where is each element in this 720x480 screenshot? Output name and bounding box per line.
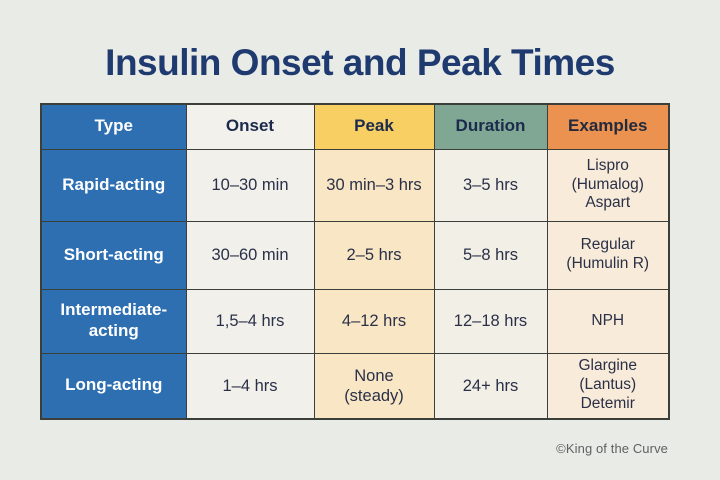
header-examples: Examples — [546, 103, 670, 150]
table-row-rapid-acting: Rapid-acting 10–30 min 30 min–3 hrs 3–5 … — [40, 148, 670, 222]
row-label-short-acting: Short-acting — [40, 220, 187, 290]
cell-rapid-onset: 10–30 min — [185, 148, 315, 222]
page-title: Insulin Onset and Peak Times — [105, 42, 615, 83]
cell-short-examples: Regular (Humulin R) — [546, 220, 670, 290]
cell-short-peak: 2–5 hrs — [313, 220, 435, 290]
cell-intermediate-peak: 4–12 hrs — [313, 288, 435, 354]
cell-intermediate-duration: 12–18 hrs — [433, 288, 548, 354]
header-onset: Onset — [185, 103, 315, 150]
cell-rapid-peak: 30 min–3 hrs — [313, 148, 435, 222]
header-duration: Duration — [433, 103, 548, 150]
cell-long-peak: None (steady) — [313, 352, 435, 420]
row-label-rapid-acting: Rapid-acting — [40, 148, 187, 222]
cell-long-duration: 24+ hrs — [433, 352, 548, 420]
cell-rapid-duration: 3–5 hrs — [433, 148, 548, 222]
table-row-long-acting: Long-acting 1–4 hrs None (steady) 24+ hr… — [40, 352, 670, 420]
row-label-intermediate-acting: Intermediate- acting — [40, 288, 187, 354]
table-row-short-acting: Short-acting 30–60 min 2–5 hrs 5–8 hrs R… — [40, 220, 670, 290]
cell-long-onset: 1–4 hrs — [185, 352, 315, 420]
table-row-intermediate-acting: Intermediate- acting 1,5–4 hrs 4–12 hrs … — [40, 288, 670, 354]
table-header-row: Type Onset Peak Duration Examples — [40, 103, 670, 150]
copyright-credit: ©King of the Curve — [556, 441, 668, 456]
header-peak: Peak — [313, 103, 435, 150]
cell-intermediate-onset: 1,5–4 hrs — [185, 288, 315, 354]
cell-long-examples: Glargine (Lantus) Detemir — [546, 352, 670, 420]
row-label-long-acting: Long-acting — [40, 352, 187, 420]
cell-short-onset: 30–60 min — [185, 220, 315, 290]
cell-rapid-examples: Lispro (Humalog) Aspart — [546, 148, 670, 222]
cell-intermediate-examples: NPH — [546, 288, 670, 354]
cell-short-duration: 5–8 hrs — [433, 220, 548, 290]
insulin-table: Type Onset Peak Duration Examples Rapid-… — [40, 103, 670, 420]
header-type: Type — [40, 103, 187, 150]
